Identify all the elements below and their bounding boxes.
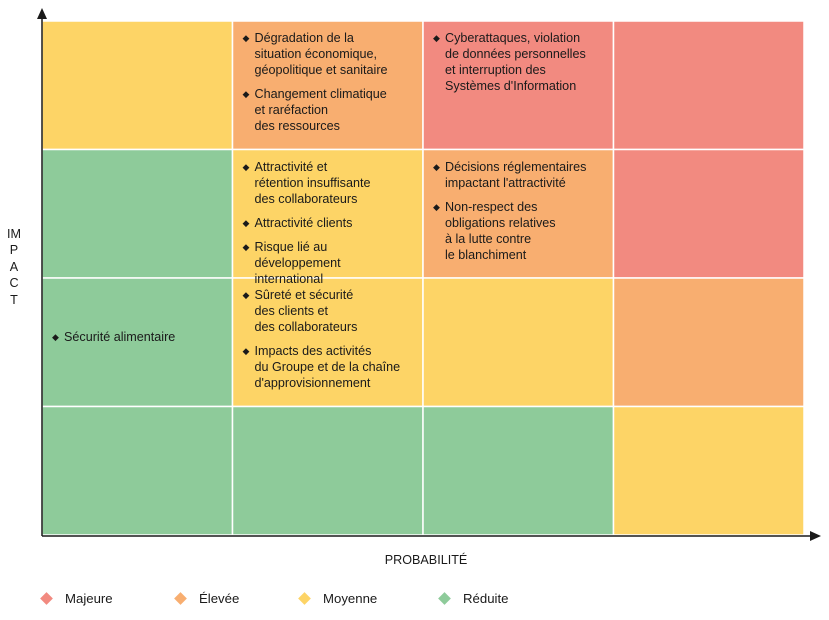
matrix-cell-r2-c1	[41, 148, 234, 279]
x-axis-label: PROBABILITÉ	[384, 553, 468, 567]
risk-text-line: Risque lié au	[254, 239, 328, 254]
matrix-cell-r1-c1	[41, 20, 234, 151]
legend-label: Moyenne	[323, 591, 378, 606]
matrix-cell-r4-c1	[41, 405, 234, 536]
risk-item: ◆ Sûreté et sécurité des clients et des col…	[243, 287, 416, 335]
diamond-bullet-icon: ◆	[242, 161, 250, 172]
cell-risk-list-r3-c2: ◆ Sûreté et sécurité des clients et des col…	[243, 287, 416, 399]
risk-text-line: Sécurité alimentaire	[64, 330, 176, 345]
diamond-bullet-icon: ◆	[242, 217, 250, 228]
risk-item: ◆ Attractivité clients	[243, 215, 416, 231]
risk-text-line: Changement climatique	[254, 87, 387, 101]
risk-text-line: de données personnelles	[445, 47, 586, 61]
diamond-bullet-icon: ◆	[242, 33, 250, 43]
risk-item: ◆ Non-respect des obligations relatives à l…	[433, 199, 606, 263]
y-axis-arrow	[37, 8, 47, 19]
risk-item: ◆ Sécurité alimentaire	[52, 329, 225, 345]
risk-text-line: développement	[254, 255, 341, 270]
risk-text-line: rétention insuffisante	[254, 175, 371, 190]
matrix-cell-r4-c3	[422, 405, 615, 536]
cell-risk-list-r1-c2: ◆ Dégradation de la situation économique, g…	[243, 30, 416, 142]
matrix-cell-r3-c3	[422, 277, 615, 408]
risk-text-line: international	[254, 271, 324, 286]
legend-label: Réduite	[463, 591, 509, 606]
cell-risk-list-r2-c2: ◆ Attractivité et rétention insuffisante de…	[243, 159, 416, 295]
risk-text-line: des clients et	[254, 304, 329, 318]
risk-text-line: Attractivité clients	[254, 215, 353, 230]
risk-item: ◆ Changement climatique et raréfaction des …	[243, 86, 416, 134]
risk-text-line: Non-respect des	[445, 199, 538, 214]
risk-item: ◆ Décisions réglementaires impactant l'att…	[433, 159, 606, 191]
risk-text-line: des collaborateurs	[254, 320, 358, 334]
risk-text-line: situation économique,	[254, 47, 378, 61]
risk-item: ◆ Dégradation de la situation économique, g…	[243, 30, 416, 78]
legend-label: Majeure	[65, 591, 113, 606]
risk-text-line: des collaborateurs	[254, 191, 358, 206]
matrix-cell-r1-c4	[612, 20, 805, 151]
diamond-bullet-icon: ◆	[242, 346, 250, 356]
risk-text-line: Sûreté et sécurité	[254, 288, 354, 302]
risk-text-line: Impacts des activités	[254, 344, 372, 358]
x-axis-arrow	[810, 531, 821, 541]
cell-risk-list-r2-c3: ◆ Décisions réglementaires impactant l'att…	[433, 159, 606, 271]
risk-text-line: le blanchiment	[445, 247, 527, 262]
matrix-cell-r4-c2	[231, 405, 424, 536]
risk-text-line: du Groupe et de la chaîne	[254, 360, 401, 374]
risk-text-line: géopolitique et sanitaire	[254, 63, 388, 77]
matrix-cell-r3-c4	[612, 277, 805, 408]
risk-text-line: impactant l'attractivité	[445, 175, 566, 190]
axes	[37, 8, 821, 541]
risk-item: ◆ Risque lié au développement international	[243, 239, 416, 287]
diamond-bullet-icon: ◆	[433, 161, 440, 172]
y-axis-label: IMPACT	[7, 227, 21, 307]
matrix-cell-r1-c2	[231, 20, 424, 151]
diamond-bullet-icon: ◆	[52, 332, 59, 343]
matrix-cell-r3-c2	[231, 277, 424, 408]
diamond-bullet-icon: ◆	[433, 201, 440, 212]
risk-text-line: Systèmes d'Information	[445, 79, 577, 93]
risk-text-line: à la lutte contre	[445, 231, 532, 246]
matrix-cell-r2-c2	[231, 148, 424, 279]
risk-text-line: obligations relatives	[445, 215, 556, 230]
diamond-bullet-icon: ◆	[242, 89, 250, 99]
matrix-cells	[41, 20, 805, 536]
matrix-cell-r4-c4	[612, 405, 805, 536]
risk-text-line: des ressources	[254, 119, 340, 133]
risk-text-line: Cyberattaques, violation	[445, 31, 581, 45]
risk-text-line: et raréfaction	[254, 103, 329, 117]
risk-text-line: Attractivité et	[254, 159, 328, 174]
risk-text-line: d'approvisionnement	[254, 376, 371, 390]
risk-text-line: et interruption des	[445, 63, 546, 77]
risk-text-line: Dégradation de la	[254, 31, 354, 45]
risk-item: ◆ Attractivité et rétention insuffisante de…	[243, 159, 416, 207]
cell-risk-list-r3-c1: ◆ Sécurité alimentaire	[52, 329, 225, 353]
cell-risk-list-r1-c3: ◆ Cyberattaques, violation de données pers…	[433, 30, 606, 102]
legend-label: Élevée	[199, 591, 240, 606]
matrix-cell-r2-c4	[612, 148, 805, 279]
matrix-cell-r1-c3	[422, 20, 615, 151]
risk-text-line: Décisions réglementaires	[445, 159, 587, 174]
diamond-bullet-icon: ◆	[242, 241, 250, 252]
risk-item: ◆ Impacts des activités du Groupe et de la…	[243, 343, 416, 391]
diamond-bullet-icon: ◆	[242, 290, 250, 300]
diamond-bullet-icon: ◆	[433, 33, 440, 43]
risk-item: ◆ Cyberattaques, violation de données pers…	[433, 30, 606, 94]
